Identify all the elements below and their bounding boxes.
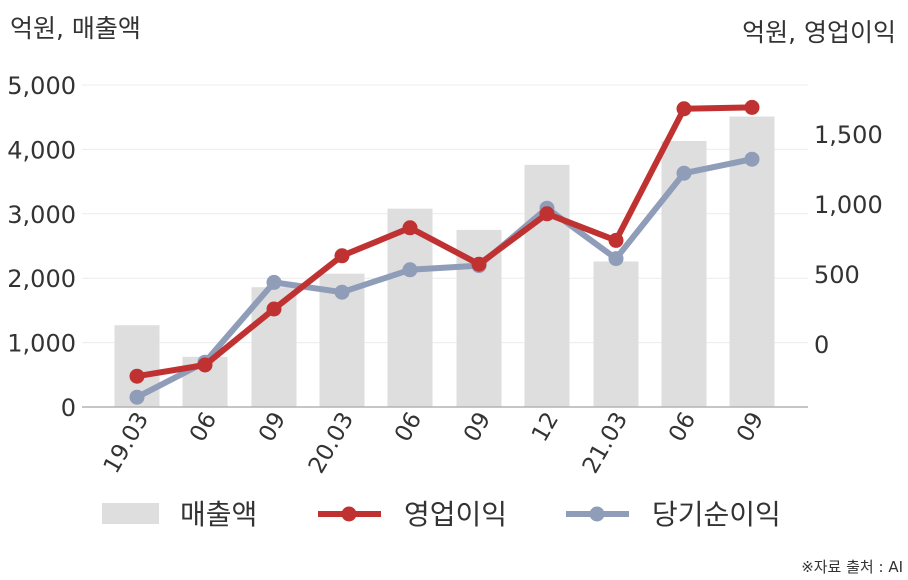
data-point [129,389,145,405]
data-point [266,274,282,290]
data-point [402,262,418,278]
x-tick-label: 19.03 [99,408,154,478]
source-note: ※자료 출처 : AI [801,558,903,576]
x-tick-label: 06 [185,408,222,446]
left-tick-label: 2,000 [7,265,76,293]
bar [387,208,433,407]
data-point [608,251,624,267]
left-tick-label: 1,000 [7,330,76,358]
x-tick-label: 09 [254,408,291,446]
legend-swatch [102,503,159,524]
data-point [197,357,213,373]
bar-series [114,116,775,407]
x-tick-label: 06 [390,408,427,446]
x-tick-label: 21.03 [578,408,633,478]
legend-label: 영업이익 [404,498,507,531]
data-point [744,99,760,115]
legend-marker [589,506,605,522]
legend-marker [341,506,357,522]
left-tick-label: 5,000 [7,72,76,100]
right-tick-label: 1,000 [814,191,883,219]
data-point [539,206,555,222]
data-point [402,220,418,236]
left-axis-label: 억원, 매출액 [10,14,141,43]
bar [593,261,639,407]
data-point [129,368,145,384]
left-tick-label: 4,000 [7,136,76,164]
right-tick-label: 0 [814,331,829,359]
x-tick-label: 09 [459,408,496,446]
right-axis-label: 억원, 영업이익 [742,18,896,47]
legend-label: 매출액 [180,498,257,531]
legend-label: 당기순이익 [652,498,781,531]
series-line [134,156,755,401]
right-tick-label: 1,500 [814,121,883,149]
data-point [608,232,624,248]
x-tick-label: 06 [664,408,701,446]
series-line [134,104,755,380]
right-tick-label: 500 [814,261,860,289]
bar [661,141,707,407]
line-series [129,99,760,405]
data-point [471,256,487,272]
data-point [744,151,760,167]
legend: 매출액 영업이익 당기순이익 [102,498,781,531]
x-tick-label: 09 [732,408,769,446]
x-tick-label: 20.03 [304,408,359,478]
data-point [334,248,350,264]
x-tick-label: 12 [527,408,564,446]
left-tick-label: 3,000 [7,201,76,229]
data-point [676,165,692,181]
data-point [676,101,692,117]
data-point [334,284,350,300]
left-tick-label: 0 [61,394,76,422]
data-point [266,301,282,317]
